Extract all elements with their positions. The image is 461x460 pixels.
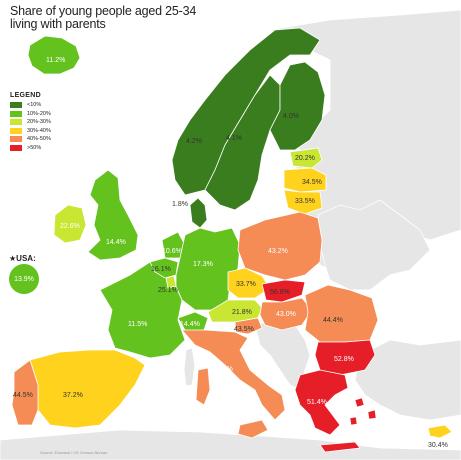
legend-row: <10% <box>10 101 51 110</box>
label-latvia: 34.5% <box>302 179 322 186</box>
label-hungary: 43.0% <box>276 311 296 318</box>
legend-swatch <box>10 110 22 117</box>
usa-badge: 13.9% <box>9 264 39 294</box>
label-czechia: 33.7% <box>236 281 256 288</box>
legend-swatch <box>10 102 22 109</box>
country-latvia <box>283 167 327 193</box>
label-austria: 21.8% <box>232 309 252 316</box>
country-germany <box>175 227 241 311</box>
legend-swatch <box>10 119 22 126</box>
label-finland: 4.0% <box>283 113 299 120</box>
land-background-north-africa <box>0 429 461 460</box>
country-italy-sicily <box>237 419 269 439</box>
label-denmark: 1.8% <box>172 201 188 208</box>
usa-label: ★USA: <box>9 254 36 263</box>
legend-label: 30%-40% <box>27 127 51 134</box>
label-norway: 4.2% <box>186 138 202 145</box>
country-portugal <box>11 359 39 426</box>
legend-label: <10% <box>27 102 42 109</box>
label-romania: 44.4% <box>323 317 343 324</box>
map-title: Share of young people aged 25-34 living … <box>10 5 196 31</box>
land-background-belarus-ukraine <box>317 199 431 291</box>
label-united-kingdom: 14.4% <box>106 239 126 246</box>
legend-row: 30%-40% <box>10 127 51 136</box>
legend-row: 10%-20% <box>10 110 51 119</box>
country-poland <box>237 211 323 281</box>
label-netherlands: 10.6% <box>162 248 182 255</box>
country-greece <box>294 369 349 436</box>
country-greece-crete <box>319 441 361 453</box>
map-title-line-2: living with parents <box>10 17 106 31</box>
country-italy-sardinia <box>195 367 211 406</box>
label-greece: 51.4% <box>307 399 327 406</box>
legend-label: 40%-50% <box>27 136 51 143</box>
label-ireland: 22.6% <box>60 223 80 230</box>
legend-title: LEGEND <box>10 92 41 99</box>
country-lithuania <box>283 189 323 215</box>
legend-label: 20%-30% <box>27 119 51 126</box>
legend-row: >50% <box>10 144 51 153</box>
label-estonia: 20.2% <box>295 155 315 162</box>
label-slovenia: 43.5% <box>234 326 254 333</box>
country-slovakia <box>261 279 306 303</box>
country-cyprus <box>427 424 453 439</box>
country-denmark <box>189 197 208 229</box>
country-estonia <box>289 147 323 169</box>
country-italy <box>181 329 286 421</box>
map-title-line-1: Share of young people aged 25-34 <box>10 4 197 18</box>
land-background-turkey <box>354 339 461 421</box>
label-slovakia: 56.8% <box>270 289 290 296</box>
land-background-sardinia-corsica <box>183 347 196 387</box>
country-czechia <box>227 267 271 299</box>
legend-label: >50% <box>27 144 42 151</box>
label-france: 11.5% <box>128 321 147 328</box>
label-luxembourg: 25.1% <box>158 287 178 294</box>
country-greece-islands <box>349 397 377 426</box>
legend-label: 10%-20% <box>27 110 51 117</box>
country-slovenia <box>234 317 263 335</box>
country-labels: 11.2% 4.2% 4.1% 4.0% 1.8% 20.2% 34.5% 33… <box>13 57 448 449</box>
legend-swatch <box>10 127 22 134</box>
label-poland: 43.2% <box>268 248 288 255</box>
country-iceland <box>27 35 81 75</box>
label-sweden: 4.1% <box>226 135 242 142</box>
label-portugal: 44.5% <box>13 392 33 399</box>
legend-swatch <box>10 144 22 151</box>
label-belgium: 16.1% <box>151 266 171 273</box>
label-cyprus: 30.4% <box>428 442 448 449</box>
legend-swatch <box>10 136 22 143</box>
country-bulgaria <box>314 339 376 376</box>
label-bulgaria: 52.8% <box>334 356 354 363</box>
label-lithuania: 33.5% <box>295 198 315 205</box>
source-footer: Source: Eurostat / US Census Bureau <box>40 450 108 455</box>
label-germany: 17.3% <box>193 261 213 268</box>
country-spain <box>29 349 146 429</box>
legend: LEGEND <10% 10%-20% 20%-30% 30%-40% 40%-… <box>10 92 51 152</box>
country-romania <box>304 284 379 343</box>
label-italy: 46.6% <box>213 366 233 373</box>
label-switzerland: 14.4% <box>180 321 200 328</box>
country-united-kingdom <box>87 169 139 261</box>
legend-row: 40%-50% <box>10 135 51 144</box>
country-finland <box>269 61 326 151</box>
country-hungary <box>259 297 313 331</box>
country-ireland <box>53 204 87 244</box>
legend-row: 20%-30% <box>10 118 51 127</box>
label-spain: 37.2% <box>63 392 83 399</box>
usa-value: 13.9% <box>14 275 34 283</box>
label-iceland: 11.2% <box>46 57 65 64</box>
